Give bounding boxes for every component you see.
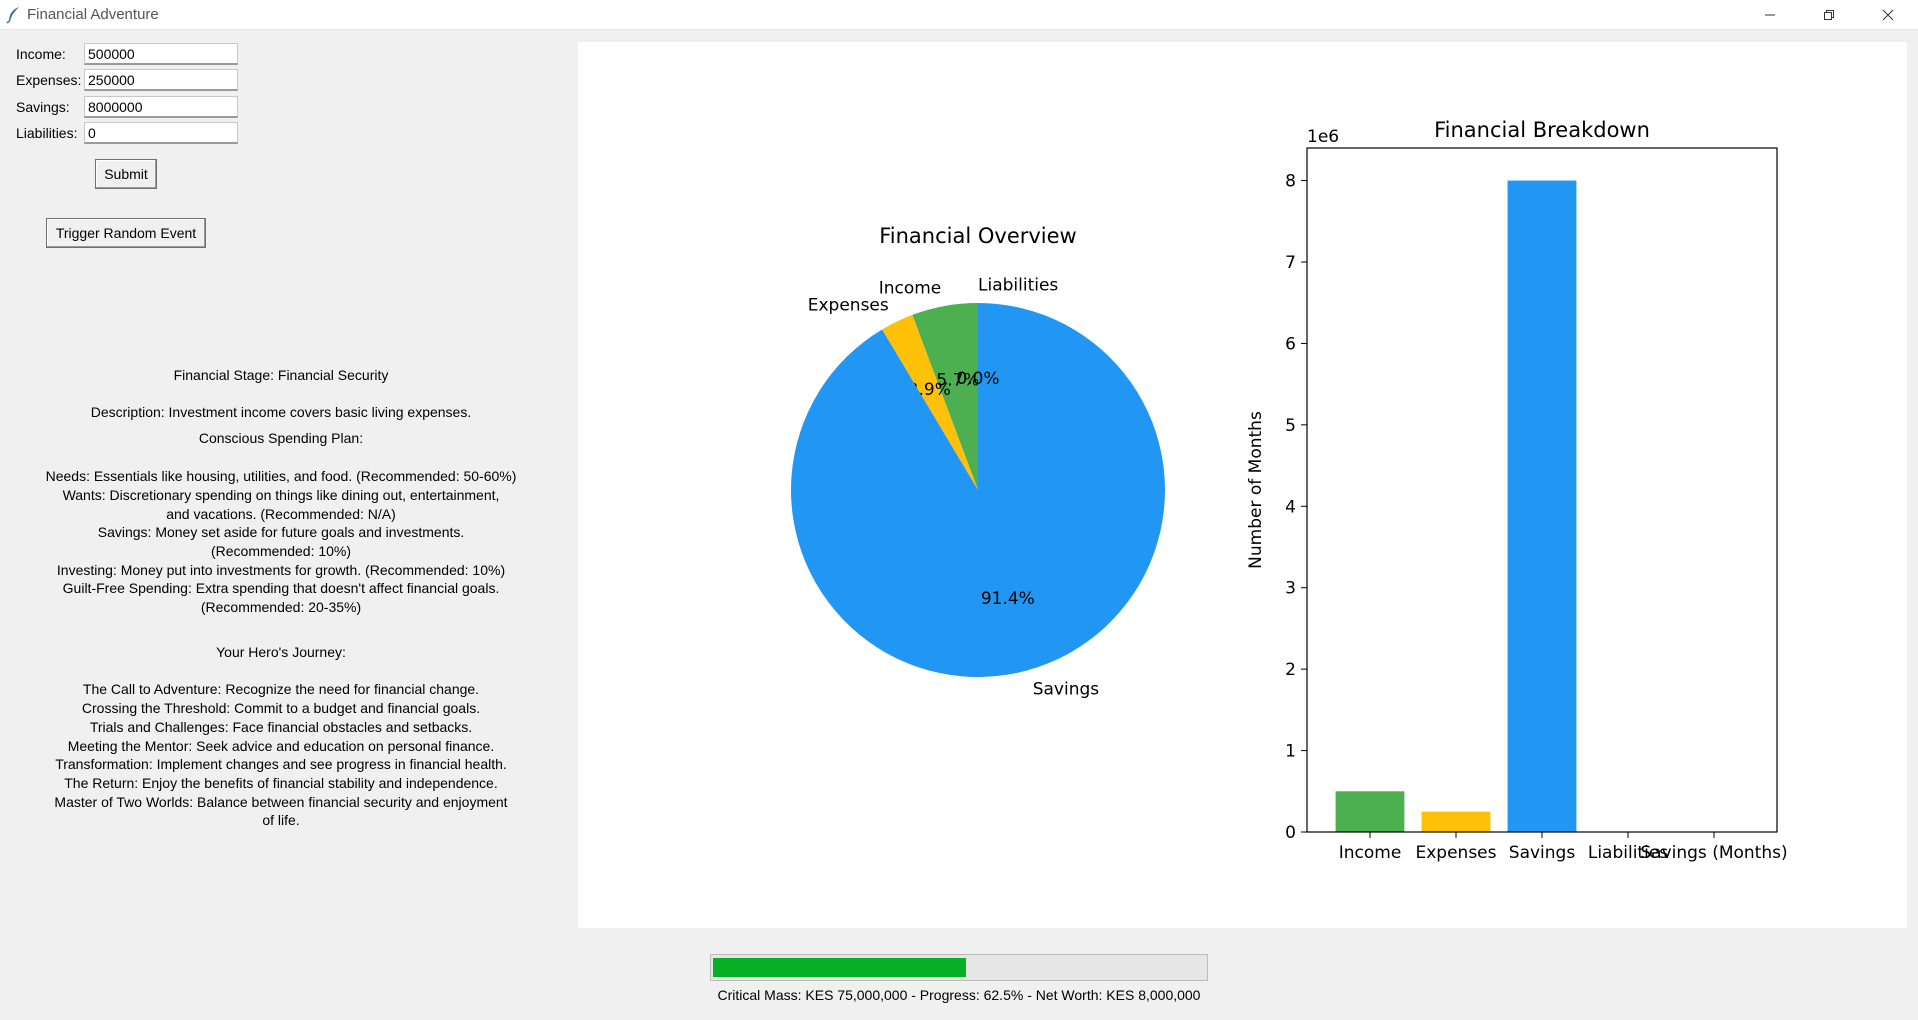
bar-income [1335, 791, 1405, 832]
title-bar: Financial Adventure [0, 0, 1918, 30]
journey-line: Crossing the Threshold: Commit to a budg… [81, 700, 481, 717]
y-tick-label: 1 [1285, 742, 1296, 762]
y-tick-label: 8 [1285, 172, 1296, 192]
pie-label-expenses: Expenses [808, 296, 889, 316]
close-button[interactable] [1859, 0, 1917, 29]
journey-line: of life. [262, 812, 300, 829]
pie-slice-savings [791, 303, 1165, 677]
trigger-random-event-button[interactable]: Trigger Random Event [46, 218, 206, 248]
x-tick-label: Income [1339, 843, 1402, 863]
bar-expenses [1421, 811, 1491, 832]
spending-plan-line: Needs: Essentials like housing, utilitie… [45, 468, 517, 485]
y-tick-label: 3 [1285, 579, 1296, 599]
feather-icon [6, 7, 19, 24]
y-axis-label: Number of Months [1246, 411, 1266, 569]
y-tick-label: 6 [1285, 334, 1296, 354]
window-title: Financial Adventure [27, 6, 159, 23]
chart-canvas: Financial Overview Income 5.7% Expenses 2.9%… [578, 42, 1907, 928]
income-field[interactable] [84, 43, 238, 65]
x-tick-label: Savings [1509, 843, 1576, 863]
bar-offset-label: 1e6 [1307, 127, 1339, 147]
pie-pct-income: 5.7% [936, 371, 979, 391]
financial-stage: Financial Stage: Financial Security [173, 367, 389, 383]
spending-plan-line: Guilt-Free Spending: Extra spending that… [62, 580, 500, 597]
y-tick-label: 5 [1285, 416, 1296, 436]
submit-button[interactable]: Submit [95, 159, 157, 189]
heros-journey-title: Your Hero's Journey: [216, 643, 346, 660]
minimize-button[interactable] [1741, 0, 1799, 29]
bar-axes-frame [1306, 147, 1778, 833]
journey-line: Trials and Challenges: Face financial ob… [89, 718, 473, 735]
journey-line: The Return: Enjoy the benefits of financ… [64, 774, 498, 791]
savings-field[interactable] [84, 96, 238, 118]
pie-pct-savings: 91.4% [981, 589, 1035, 609]
pie-slice-income [912, 303, 978, 490]
x-tick-label: Expenses [1416, 843, 1497, 863]
critical-mass-progress-bar [710, 954, 1208, 981]
progress-fill [713, 958, 966, 977]
pie-slice-expenses [882, 314, 978, 490]
spending-plan-line: and vacations. (Recommended: N/A) [166, 505, 396, 522]
journey-line: Transformation: Implement changes and se… [55, 756, 507, 773]
y-tick-label: 0 [1285, 823, 1296, 843]
pie-label-savings: Savings [1033, 679, 1100, 699]
income-label: Income: [16, 46, 66, 62]
progress-text: Critical Mass: KES 75,000,000 - Progress… [717, 987, 1201, 1003]
minimize-icon [1765, 14, 1775, 15]
restore-icon [1824, 9, 1834, 20]
expenses-field[interactable] [84, 69, 238, 91]
spending-plan-line: Savings: Money set aside for future goal… [97, 524, 465, 541]
pie-label-liabilities: Liabilities [978, 275, 1058, 295]
savings-label: Savings: [16, 99, 70, 115]
journey-line: Master of Two Worlds: Balance between fi… [54, 793, 508, 810]
journey-line: Meeting the Mentor: Seek advice and educ… [67, 737, 495, 754]
liabilities-field[interactable] [84, 122, 238, 144]
spending-plan-line: (Recommended: 20-35%) [200, 599, 362, 616]
pie-label-income: Income [879, 279, 942, 299]
pie-title: Financial Overview [879, 224, 1077, 248]
spending-plan-line: (Recommended: 10%) [210, 542, 352, 559]
pie-pct-liabilities: 0.0% [956, 369, 999, 389]
expenses-label: Expenses: [16, 72, 82, 88]
x-tick-label: Liabilities [1588, 843, 1668, 863]
bar-savings [1507, 180, 1577, 833]
close-icon [1882, 9, 1894, 20]
liabilities-label: Liabilities: [16, 125, 78, 141]
bar-title: Financial Breakdown [1434, 118, 1650, 142]
y-tick-label: 2 [1285, 660, 1296, 680]
info-panel: Financial Stage: Financial Security Desc… [20, 366, 542, 830]
charts-svg: Financial OverviewIncome5.7%Expenses2.9%… [791, 118, 1788, 863]
spending-plan-line: Investing: Money put into investments fo… [56, 561, 506, 578]
journey-line: The Call to Adventure: Recognize the nee… [82, 681, 480, 698]
y-tick-label: 7 [1285, 253, 1296, 273]
spending-plan-title: Conscious Spending Plan: [198, 430, 364, 447]
y-tick-label: 4 [1285, 497, 1296, 517]
stage-description: Description: Investment income covers ba… [90, 403, 472, 420]
x-tick-label: Savings (Months) [1640, 843, 1787, 863]
restore-button[interactable] [1800, 0, 1858, 29]
spending-plan-line: Wants: Discretionary spending on things … [62, 486, 500, 503]
